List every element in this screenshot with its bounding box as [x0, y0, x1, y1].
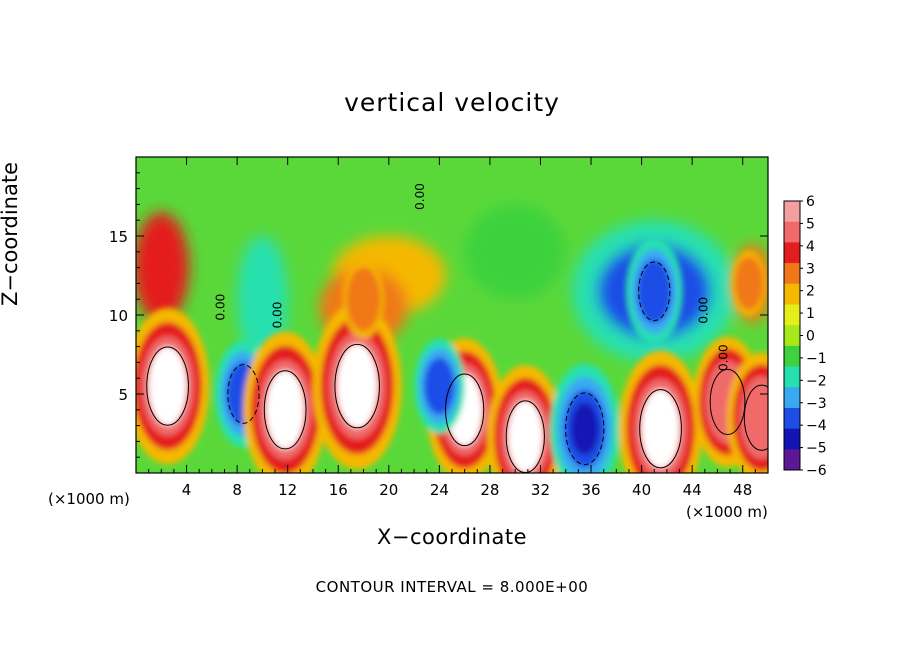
- cell-6: [414, 338, 465, 434]
- colorbar-swatch-4: [784, 283, 800, 305]
- contour-label-4: 0.00: [270, 302, 284, 329]
- x-tick-label-8: 36: [581, 481, 600, 499]
- x-unit-label-left: (×1000 m): [48, 490, 130, 508]
- colorbar-label-4: 2: [806, 284, 815, 300]
- colorbar-swatch-5: [784, 304, 800, 326]
- y-tick-label-1: 10: [109, 307, 128, 325]
- x-axis-label: X−coordinate: [377, 525, 527, 549]
- colorbar-swatch-8: [784, 366, 800, 388]
- cell-0-core: [148, 346, 187, 426]
- cell-12: [726, 352, 768, 473]
- cell-12-ring-3: [745, 388, 768, 448]
- contour-labels: 0.00 0.00 0.00 0.00 0.00: [213, 183, 730, 371]
- x-axis-ticks: 4 8 12 16 20 24 28 32 36 40 44 48: [148, 157, 756, 499]
- colorbar-swatch-6: [784, 325, 800, 347]
- chart-title: vertical velocity: [344, 88, 560, 117]
- contour-2: [263, 370, 307, 450]
- colorbar-label-9: −3: [806, 396, 827, 412]
- colorbar-label-5: 1: [806, 306, 815, 322]
- x-tick-label-7: 32: [531, 481, 550, 499]
- colorbar-label-12: −6: [806, 463, 827, 479]
- cell-13: [731, 250, 767, 316]
- cell-0: [136, 307, 210, 465]
- colorbar-swatch-3: [784, 263, 800, 285]
- cell-3: [312, 302, 402, 470]
- cell-9: [618, 350, 703, 473]
- y-tick-label-2: 15: [109, 228, 128, 246]
- contour-label-1: 0.00: [413, 183, 427, 210]
- contour-0: [146, 346, 189, 426]
- x-tick-label-10: 44: [683, 481, 702, 499]
- cell-10: [625, 237, 683, 345]
- x-unit-label-right: (×1000 m): [686, 503, 768, 521]
- contour-8: [565, 392, 605, 466]
- x-tick-label-5: 24: [430, 481, 449, 499]
- colorbar-swatch-2: [784, 242, 800, 264]
- colorbar-label-6: 0: [806, 329, 815, 345]
- colorbar-label-3: 3: [806, 261, 815, 277]
- broad-region-7: [464, 204, 566, 300]
- contour-1: [227, 364, 260, 424]
- heatmap-field: [136, 157, 768, 473]
- colorbar: 6 5 4 3 2 1 0 −1 −2 −3 −4 −5 −6: [783, 194, 827, 479]
- colorbar-label-2: 4: [806, 239, 815, 255]
- cell-10-ring-3: [642, 269, 666, 313]
- cell-7-core: [508, 400, 543, 473]
- colorbar-swatch-11: [784, 428, 800, 450]
- colorbar-label-0: 6: [806, 194, 815, 210]
- cell-7: [487, 364, 564, 473]
- broad-region-4: [136, 212, 190, 323]
- cell-6-ring-3: [429, 367, 450, 406]
- colorbar-swatch-10: [784, 407, 800, 430]
- colorbar-label-11: −5: [806, 441, 827, 457]
- cell-2-core: [266, 370, 304, 449]
- contour-11: [709, 368, 746, 435]
- x-tick-label-4: 20: [379, 481, 398, 499]
- cell-13-ring-3: [741, 268, 757, 299]
- contour-label-2: 0.00: [696, 297, 710, 324]
- contour-interval-note: CONTOUR INTERVAL = 8.000E+00: [315, 578, 589, 596]
- x-tick-label-3: 16: [329, 481, 348, 499]
- x-tick-label-1: 8: [232, 481, 242, 499]
- cell-9-core: [641, 389, 680, 468]
- x-tick-label-11: 48: [733, 481, 752, 499]
- contour-label-3: 0.00: [717, 344, 731, 371]
- contour-5: [445, 373, 485, 447]
- contour-lines: [146, 261, 768, 473]
- broad-region-6: [237, 236, 288, 363]
- colorbar-swatch-12: [784, 449, 800, 471]
- colorbar-label-8: −2: [806, 373, 827, 389]
- colorbar-swatch-7: [784, 345, 800, 368]
- cell-2: [243, 331, 327, 473]
- contour-3: [334, 343, 380, 429]
- colorbar-swatch-9: [784, 387, 800, 409]
- contour-9: [639, 389, 682, 469]
- colorbar-label-7: −1: [806, 351, 827, 367]
- colorbar-swatch-0: [784, 201, 800, 223]
- x-tick-label-0: 4: [182, 481, 192, 499]
- y-axis-ticks: 5 10 15: [109, 172, 768, 458]
- cell-4: [342, 260, 385, 339]
- colorbar-label-1: 5: [806, 216, 815, 232]
- x-tick-label-6: 28: [480, 481, 499, 499]
- contour-label-0: 0.00: [213, 294, 227, 321]
- cell-4-ring-3: [354, 281, 373, 317]
- field-core-layer: [136, 237, 768, 473]
- contour-12: [743, 384, 768, 451]
- cell-8: [549, 363, 620, 473]
- colorbar-label-10: −4: [806, 418, 827, 434]
- x-tick-label-9: 40: [632, 481, 651, 499]
- y-tick-label-0: 5: [118, 386, 128, 404]
- y-axis-label: Z−coordinate: [0, 162, 22, 306]
- colorbar-swatch-1: [784, 221, 800, 243]
- contour-10: [638, 261, 671, 322]
- cell-3-core: [337, 344, 378, 428]
- cell-8-ring-3: [570, 402, 599, 455]
- x-tick-label-2: 12: [278, 481, 297, 499]
